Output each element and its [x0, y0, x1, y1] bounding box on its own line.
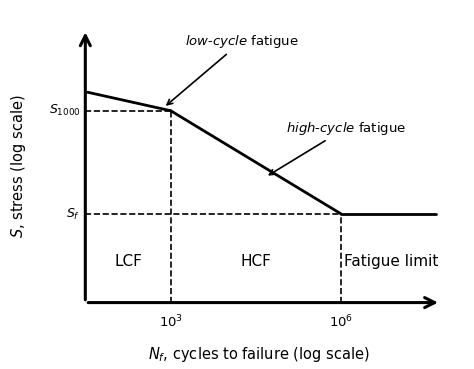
Text: Fatigue limit: Fatigue limit	[344, 255, 438, 269]
Text: $S$, stress (log scale): $S$, stress (log scale)	[9, 94, 28, 238]
Text: $10^3$: $10^3$	[159, 314, 182, 330]
Text: $S_{1000}$: $S_{1000}$	[49, 103, 81, 118]
Text: LCF: LCF	[114, 255, 142, 269]
Text: $N_f$, cycles to failure (log scale): $N_f$, cycles to failure (log scale)	[147, 345, 369, 364]
Text: HCF: HCF	[240, 255, 272, 269]
Text: $\it{low}$-$\it{cycle}$ fatigue: $\it{low}$-$\it{cycle}$ fatigue	[167, 33, 299, 105]
Text: $S_f$: $S_f$	[66, 207, 81, 221]
Text: $10^6$: $10^6$	[329, 314, 354, 330]
Text: $\it{high}$-$\it{cycle}$ fatigue: $\it{high}$-$\it{cycle}$ fatigue	[269, 120, 406, 175]
